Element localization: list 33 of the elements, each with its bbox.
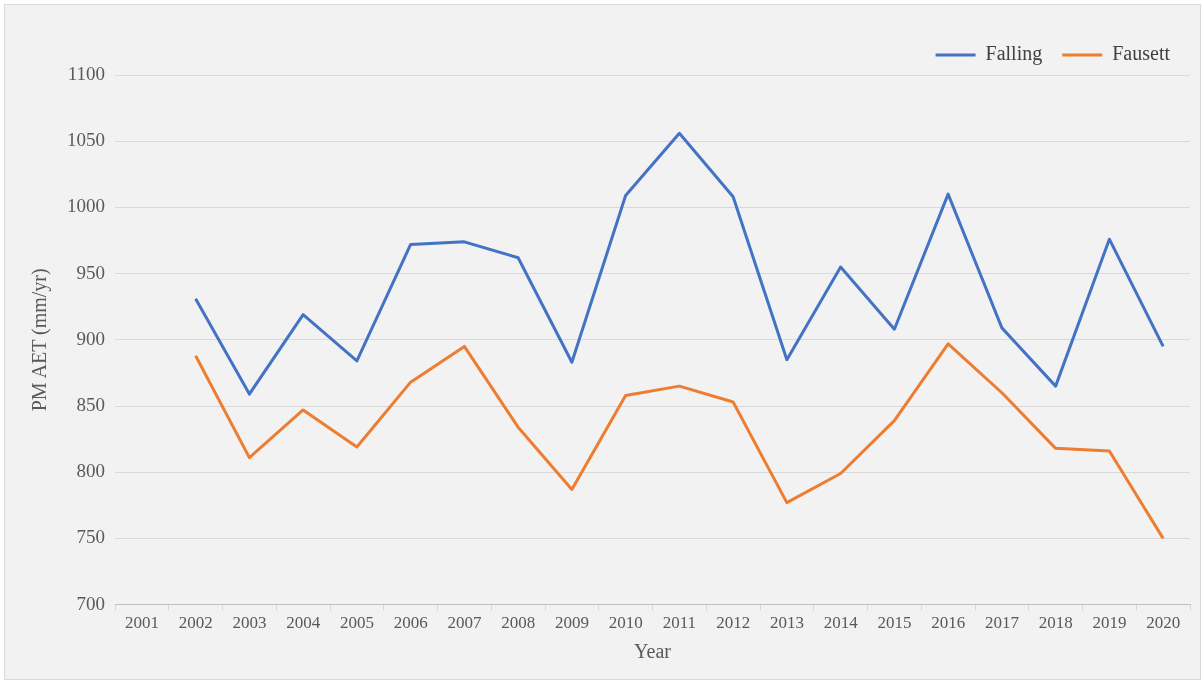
- x-tick-label: 2015: [877, 613, 912, 633]
- y-tick-label: 1100: [67, 62, 105, 84]
- x-tick-label: 2005: [339, 613, 374, 633]
- x-tick-label: 2020: [1146, 613, 1181, 633]
- legend-label: Falling: [985, 42, 1043, 66]
- x-axis-title: Year: [634, 640, 672, 663]
- x-tick-label: 2012: [716, 613, 751, 633]
- y-axis-title: PM AET (mm/yr): [28, 268, 52, 412]
- x-tick-label: 2006: [393, 613, 428, 633]
- y-tick-label: 800: [76, 460, 105, 482]
- x-tick-label: 2001: [124, 613, 159, 633]
- x-tick-label: 2014: [823, 613, 859, 633]
- y-tick-label: 1050: [67, 129, 105, 151]
- y-tick-label: 850: [76, 393, 105, 415]
- x-tick-label: 2007: [447, 613, 482, 633]
- x-tick-label: 2003: [232, 613, 267, 633]
- y-tick-label: 950: [76, 261, 105, 283]
- x-tick-label: 2019: [1092, 613, 1127, 633]
- y-tick-label: 750: [76, 526, 105, 548]
- x-tick-label: 2008: [501, 613, 536, 633]
- legend-label: Fausett: [1112, 42, 1171, 65]
- x-tick-label: 2017: [984, 613, 1020, 633]
- x-tick-label: 2009: [554, 613, 589, 633]
- x-tick-label: 2016: [931, 613, 966, 633]
- x-tick-label: 2018: [1038, 613, 1073, 633]
- x-tick-label: 2010: [608, 613, 643, 633]
- x-tick-label: 2011: [662, 613, 697, 633]
- x-tick-label: 2002: [178, 613, 213, 633]
- x-tick-label: 2004: [286, 613, 321, 633]
- x-tick-label: 2013: [769, 613, 804, 633]
- y-tick-label: 1000: [67, 195, 105, 217]
- y-tick-label: 700: [76, 592, 105, 614]
- y-tick-label: 900: [76, 327, 105, 349]
